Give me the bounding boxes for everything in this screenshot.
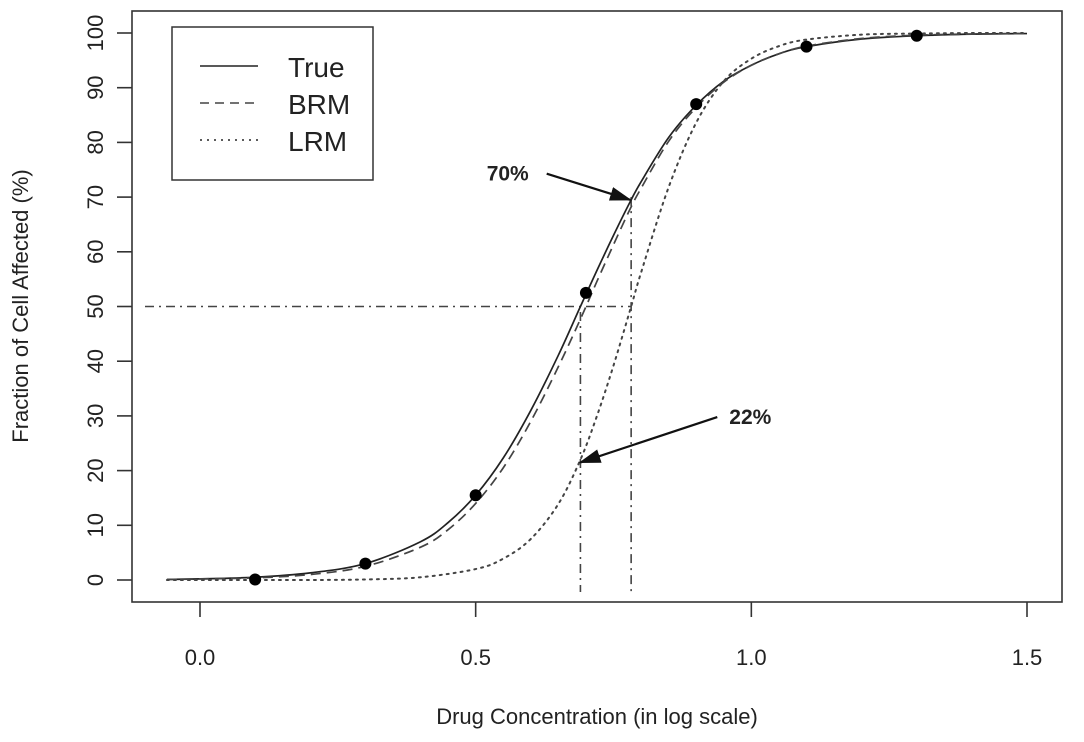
reference-lines bbox=[145, 197, 632, 592]
annotation-arrow bbox=[578, 416, 718, 464]
annotation-label: 70% bbox=[487, 163, 529, 186]
x-tick-label: 0.5 bbox=[460, 645, 491, 670]
data-point bbox=[910, 29, 923, 42]
x-tick-label: 1.0 bbox=[736, 645, 767, 670]
annotation-arrow bbox=[546, 172, 632, 201]
y-tick-label: 100 bbox=[83, 15, 108, 52]
y-tick-label: 70 bbox=[83, 185, 108, 209]
x-tick-label: 1.5 bbox=[1012, 645, 1043, 670]
legend-label-lrm: LRM bbox=[288, 126, 347, 157]
y-axis-label: Fraction of Cell Affected (%) bbox=[8, 169, 33, 443]
data-point bbox=[469, 489, 482, 502]
data-point bbox=[359, 557, 372, 570]
y-axis: 0 10 20 30 40 50 60 70 80 90 100 bbox=[83, 15, 132, 586]
annotation-label: 22% bbox=[729, 406, 771, 429]
x-axis: 0.0 0.5 1.0 1.5 bbox=[185, 602, 1043, 670]
legend-label-true: True bbox=[288, 52, 345, 83]
observed-points bbox=[249, 29, 923, 586]
data-point bbox=[690, 98, 703, 111]
y-tick-label: 20 bbox=[83, 458, 108, 482]
x-tick-label: 0.0 bbox=[185, 645, 216, 670]
series-line-lrm bbox=[165, 31, 1028, 582]
y-tick-label: 0 bbox=[83, 574, 108, 586]
data-point bbox=[800, 40, 813, 53]
annotations: 70% 22% bbox=[487, 163, 772, 464]
y-tick-label: 40 bbox=[83, 349, 108, 373]
data-point bbox=[249, 573, 262, 586]
data-point bbox=[579, 286, 592, 299]
legend-label-brm: BRM bbox=[288, 89, 350, 120]
y-tick-label: 30 bbox=[83, 404, 108, 428]
y-tick-label: 80 bbox=[83, 130, 108, 154]
legend: True BRM LRM bbox=[171, 26, 374, 181]
y-tick-label: 60 bbox=[83, 240, 108, 264]
y-tick-label: 10 bbox=[83, 513, 108, 537]
y-tick-label: 50 bbox=[83, 294, 108, 318]
y-tick-label: 90 bbox=[83, 75, 108, 99]
x-axis-label: Drug Concentration (in log scale) bbox=[436, 704, 758, 729]
